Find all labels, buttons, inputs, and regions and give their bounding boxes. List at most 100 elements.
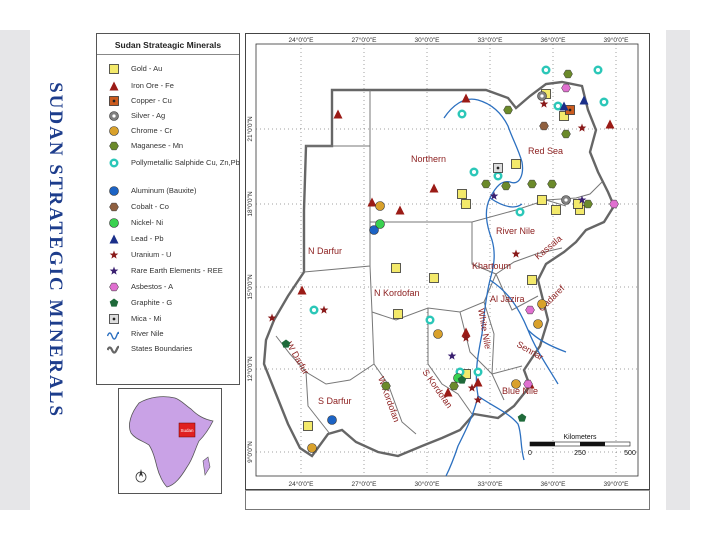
marker-maganese (563, 69, 573, 79)
longitude-label-top: 33°0'0"E (478, 36, 504, 44)
marker-maganese (583, 199, 593, 209)
legend-glyph (109, 81, 119, 91)
river-segment (527, 329, 567, 353)
rare-symbol-icon (109, 266, 119, 275)
chrome-symbol-icon (109, 126, 119, 136)
legend-title: Sudan Strateagic Minerals (97, 36, 239, 55)
marker-lead (559, 101, 569, 111)
marker-uranium (267, 313, 277, 322)
marker-gold (511, 159, 521, 169)
marker-gold (573, 199, 583, 209)
silver-symbol-icon (109, 111, 119, 121)
legend-label: Pollymetallic Salphide Cu, Zn,Pb (131, 158, 240, 167)
legend-glyph (109, 202, 119, 212)
legend-label: Rare Earth Elements - REE (131, 266, 223, 275)
legend-glyph (109, 64, 119, 74)
marker-rare (447, 351, 457, 360)
marker-gold (537, 195, 547, 205)
longitude-label-top: 36°0'0"E (541, 36, 567, 44)
marker-uranium (511, 249, 521, 258)
marker-gold (551, 205, 561, 215)
marker-gold (303, 421, 313, 431)
marker-pollymetallic (493, 171, 503, 181)
marker-silver (561, 195, 571, 205)
region-label-northern: Northern (411, 154, 446, 164)
right-margin-strip (666, 30, 690, 510)
legend-label: Cobalt - Co (131, 202, 169, 211)
region-label-red-sea: Red Sea (528, 146, 563, 156)
marker-asbestos (561, 83, 571, 93)
marker-maganese (481, 179, 491, 189)
longitude-label-bottom: 27°0'0"E (352, 480, 378, 488)
states-symbol-icon (107, 345, 119, 354)
legend-glyph (109, 282, 119, 292)
latitude-label: 9°0'0"N (246, 441, 254, 463)
region-label-khartoum: Khartoum (472, 261, 511, 271)
state-border (275, 335, 375, 385)
marker-gold (457, 189, 467, 199)
scale-label: 0 (528, 450, 532, 457)
mica-symbol-icon (109, 314, 119, 324)
lead-symbol-icon (109, 234, 119, 244)
mineral-markers (267, 65, 619, 453)
legend-glyph (109, 158, 119, 168)
maganese-symbol-icon (109, 141, 119, 151)
legend-glyph (109, 186, 119, 196)
legend-label: Uranium - U (131, 250, 172, 259)
scale-label: 250 (574, 450, 586, 457)
marker-uranium (467, 383, 477, 392)
marker-pollymetallic (309, 305, 319, 315)
region-label-blue-nile: Blue Nile (502, 386, 538, 396)
madagascar-shape (202, 456, 211, 476)
river-segment (489, 279, 559, 385)
marker-iron (443, 387, 453, 397)
uranium-symbol-icon (109, 250, 119, 259)
legend-label: Aluminum (Bauxite) (131, 186, 197, 195)
legend-label: Nickel- Ni (131, 218, 164, 227)
asbestos-symbol-icon (109, 282, 119, 292)
marker-iron (461, 93, 471, 103)
marker-iron (461, 327, 471, 337)
marker-mica (493, 163, 503, 173)
river-segment (489, 197, 523, 208)
marker-uranium (577, 123, 587, 132)
state-border (495, 273, 539, 311)
marker-gold (527, 275, 537, 285)
state-boundaries (262, 80, 616, 458)
state-border (471, 222, 563, 275)
legend-label: Copper - Cu (131, 96, 172, 105)
legend-label: Maganese - Mn (131, 141, 184, 150)
marker-asbestos (609, 199, 619, 209)
marker-pollymetallic (541, 65, 551, 75)
graticule-labels: 24°0'0"E 24°0'0"E 27°0'0"E 27°0'0"E 30°0'0"E… (246, 36, 629, 488)
cobalt-symbol-icon (109, 202, 119, 212)
legend-label: Gold - Au (131, 64, 163, 73)
marker-asbestos (523, 379, 533, 389)
marker-rare (577, 195, 587, 204)
marker-gold (429, 273, 439, 283)
legend-label: Lead - Pb (131, 234, 164, 243)
region-label-al-jazira: Al Jazira (490, 294, 525, 304)
bottom-frame-bar (245, 490, 650, 510)
marker-pollymetallic (593, 65, 603, 75)
longitude-label-top: 39°0'0"E (604, 36, 630, 44)
marker-iron (395, 205, 405, 215)
latitude-label: 15°0'0"N (246, 274, 254, 300)
legend-label: Asbestos - A (131, 282, 174, 291)
legend-glyph (109, 314, 119, 324)
region-labels: Northern Red Sea River Nile N Darfur N Kordo… (284, 146, 566, 423)
marker-gold (393, 309, 403, 319)
marker-maganese (449, 381, 459, 391)
longitude-label-top: 24°0'0"E (289, 36, 315, 44)
region-label-s-darfur: S Darfur (318, 396, 352, 406)
marker-iron (333, 109, 343, 119)
marker-graphite (281, 339, 291, 348)
marker-maganese (527, 179, 537, 189)
scale-label: 500 (624, 450, 636, 457)
nickel-symbol-icon (109, 218, 119, 228)
region-label-white-nile: White Nile (476, 308, 493, 350)
marker-iron (605, 119, 615, 129)
legend-glyph (109, 266, 119, 275)
marker-maganese (561, 129, 571, 139)
iron-symbol-icon (109, 81, 119, 91)
